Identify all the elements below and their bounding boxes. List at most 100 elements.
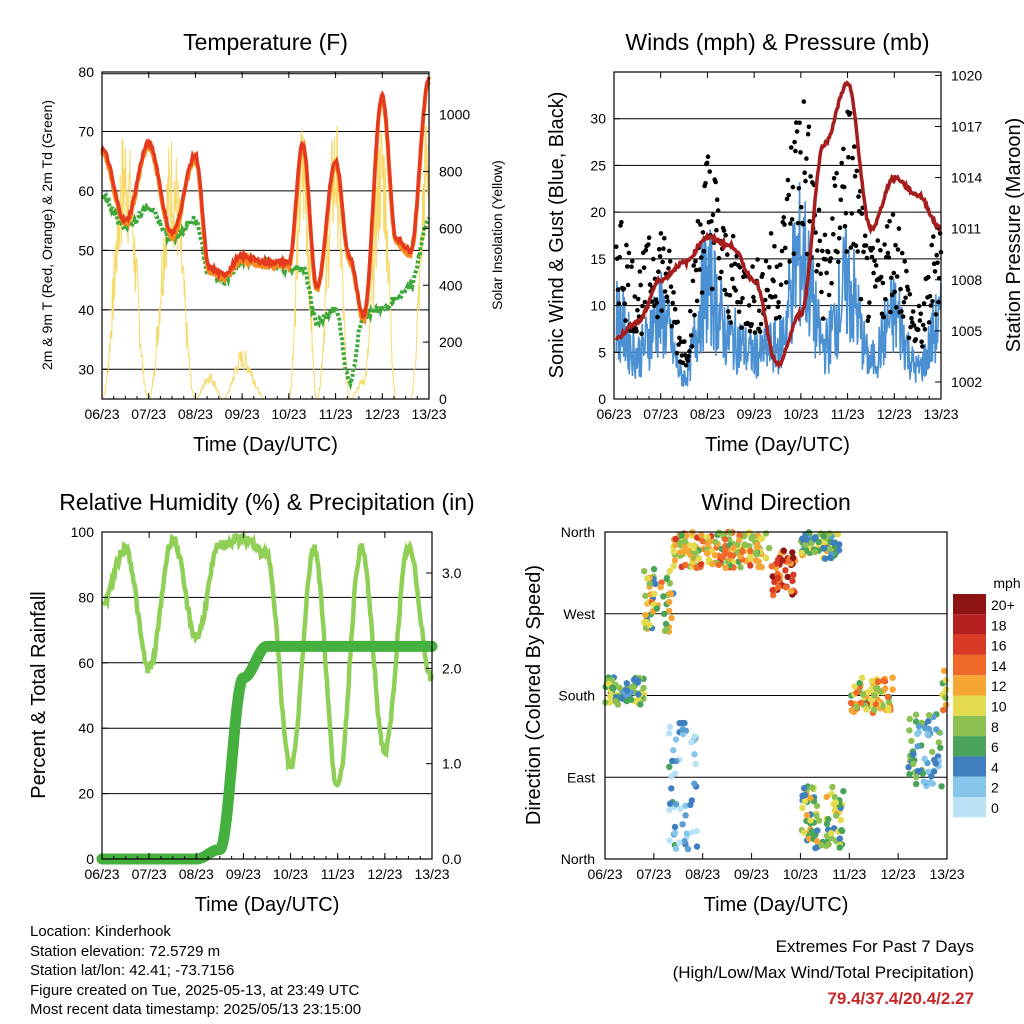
- direction-point: [722, 564, 729, 572]
- gust-point: [658, 231, 664, 236]
- direction-point: [672, 535, 679, 543]
- y-tick-label: 50: [78, 242, 94, 258]
- gust-point: [717, 275, 723, 281]
- gust-point: [937, 231, 943, 236]
- y-tick-label: 5: [598, 344, 606, 360]
- gust-point: [895, 247, 901, 252]
- gust-point: [788, 221, 793, 226]
- gust-point: [668, 284, 674, 290]
- direction-point: [847, 699, 855, 707]
- direction-point: [637, 701, 644, 708]
- direction-point: [695, 555, 703, 562]
- gust-point: [616, 301, 622, 306]
- gust-point: [784, 196, 790, 202]
- gust-point: [747, 328, 753, 334]
- direction-point: [750, 533, 757, 540]
- direction-point: [818, 842, 825, 849]
- gust-point: [875, 238, 881, 243]
- x-tick-label: 13/23: [411, 406, 446, 422]
- direction-point: [706, 538, 713, 545]
- x-tick-label: 13/23: [414, 866, 449, 882]
- gust-point: [849, 211, 855, 216]
- gust-point: [625, 282, 631, 288]
- gust-point: [730, 233, 736, 239]
- direction-point: [889, 686, 896, 693]
- gust-point: [768, 231, 774, 236]
- gust-point: [892, 289, 897, 295]
- direction-point: [930, 768, 938, 775]
- gust-point: [740, 296, 745, 301]
- legend-label: 10: [991, 699, 1007, 715]
- direction-point: [914, 743, 921, 750]
- gust-point: [709, 219, 714, 224]
- y2-tick-label: 1000: [439, 107, 470, 123]
- gust-point: [898, 286, 903, 292]
- gust-point: [926, 274, 931, 280]
- direction-tick-label: North: [561, 851, 595, 867]
- direction-point: [835, 547, 843, 554]
- gust-point: [746, 303, 752, 308]
- gust-point: [813, 230, 818, 235]
- direction-point: [762, 554, 770, 561]
- legend-swatch: [953, 614, 986, 635]
- gust-point: [823, 257, 828, 262]
- gust-point: [656, 269, 661, 275]
- y-tick-label: 30: [590, 111, 606, 127]
- gust-point: [794, 120, 799, 125]
- panel-humidity: Relative Humidity (%) & Precipitation (i…: [28, 489, 475, 916]
- direction-point: [798, 549, 805, 557]
- direction-point: [688, 739, 695, 746]
- gust-point: [863, 243, 869, 248]
- y-tick-label: 80: [78, 64, 94, 80]
- direction-point: [693, 843, 701, 850]
- direction-point: [675, 839, 683, 846]
- direction-point: [820, 533, 827, 540]
- direction-point: [657, 583, 664, 591]
- direction-point: [635, 696, 642, 703]
- gust-point: [900, 314, 906, 319]
- gust-point: [888, 309, 893, 315]
- gust-point: [793, 148, 798, 154]
- gust-point: [757, 329, 763, 334]
- x-tick-label: 12/23: [367, 866, 402, 882]
- gust-point: [878, 274, 884, 280]
- direction-point: [666, 763, 673, 770]
- direction-point: [874, 678, 881, 685]
- y-tick-label: 0: [598, 391, 606, 407]
- direction-point: [660, 593, 667, 600]
- gust-point: [834, 170, 839, 176]
- direction-point: [836, 541, 843, 548]
- direction-point: [730, 544, 737, 552]
- x-tick-label: 09/23: [225, 406, 260, 422]
- direction-point: [915, 729, 922, 736]
- gust-point: [721, 228, 727, 233]
- gust-point: [647, 282, 653, 287]
- direction-point: [646, 580, 653, 587]
- direction-point: [691, 751, 698, 758]
- direction-point: [831, 794, 839, 801]
- direction-point: [814, 827, 821, 834]
- direction-point: [784, 573, 791, 581]
- gust-point: [791, 251, 797, 256]
- gust-point: [825, 249, 831, 255]
- gust-point: [643, 247, 649, 253]
- rh-line: [102, 530, 434, 788]
- station-info: Location: Kinderhook Station elevation: …: [30, 922, 361, 1020]
- gust-point: [806, 124, 812, 130]
- gust-point: [878, 248, 883, 253]
- direction-point: [821, 555, 829, 562]
- direction-point: [774, 574, 782, 581]
- direction-point: [612, 698, 619, 705]
- direction-point: [877, 688, 884, 695]
- panel-winds: Winds (mph) & Pressure (mb) 06/23 07/23 08/…: [546, 29, 1024, 456]
- gust-point: [773, 294, 778, 299]
- gust-point: [789, 217, 795, 222]
- plot-frame: [604, 531, 948, 860]
- direction-point: [681, 543, 688, 550]
- direction-point: [912, 711, 920, 718]
- x-tick-label: 06/23: [587, 866, 622, 882]
- direction-point: [848, 707, 855, 714]
- direction-point: [925, 768, 932, 775]
- y2-tick-label: 0: [439, 391, 447, 407]
- direction-point: [858, 674, 866, 681]
